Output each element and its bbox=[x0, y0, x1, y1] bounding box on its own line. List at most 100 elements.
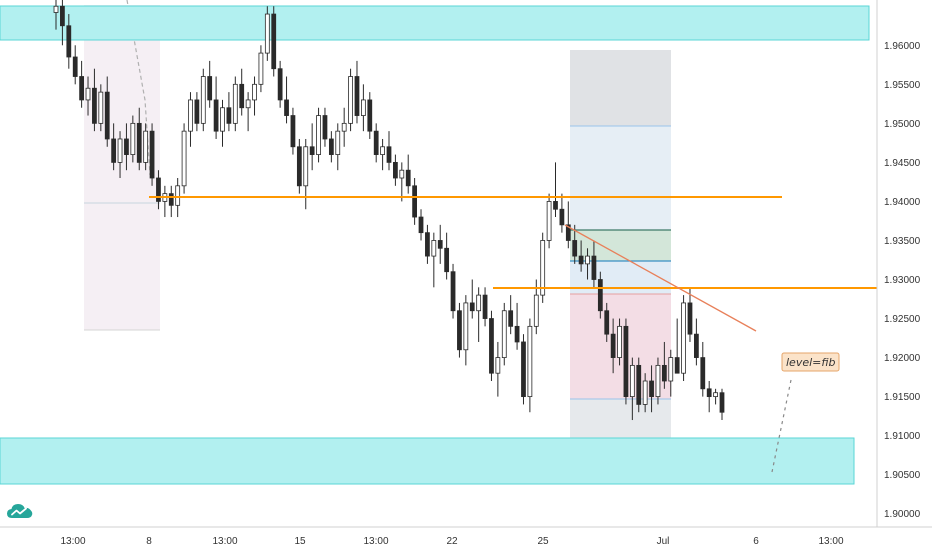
candle-body bbox=[706, 388, 712, 398]
candle-body bbox=[53, 5, 59, 13]
candle-body bbox=[328, 138, 334, 155]
candle-body bbox=[405, 169, 411, 187]
candle-body bbox=[277, 68, 283, 101]
candle-body bbox=[92, 87, 97, 124]
time-tick-label: Jul bbox=[657, 536, 670, 547]
candle-body bbox=[450, 271, 456, 312]
candle-body bbox=[457, 310, 462, 351]
time-tick-label: 13:00 bbox=[212, 536, 237, 547]
candle-body bbox=[437, 240, 443, 249]
candle-body bbox=[617, 325, 622, 358]
fib-retracement-box[interactable] bbox=[570, 50, 671, 474]
candle-body bbox=[380, 146, 385, 155]
cloud-icon bbox=[7, 504, 33, 518]
supply-zone[interactable] bbox=[0, 5, 870, 41]
candle-body bbox=[367, 99, 373, 132]
candle-body bbox=[111, 138, 117, 163]
candle-body bbox=[610, 333, 616, 358]
candle-body bbox=[501, 310, 507, 358]
candle-body bbox=[514, 325, 520, 343]
candle-body bbox=[681, 302, 686, 374]
candle-body bbox=[66, 25, 72, 58]
trendline[interactable] bbox=[564, 224, 757, 332]
candle-body bbox=[687, 302, 693, 335]
candle-body bbox=[489, 318, 494, 374]
tradingview-cloud-icon[interactable] bbox=[5, 498, 35, 524]
candle-body bbox=[393, 161, 398, 179]
candle-body bbox=[335, 130, 341, 155]
candle-body bbox=[85, 87, 91, 101]
candle-body bbox=[572, 240, 578, 257]
candle-body bbox=[156, 177, 161, 202]
candle-body bbox=[239, 83, 245, 109]
time-tick-label: 13:00 bbox=[363, 536, 388, 547]
projection-dashed-line bbox=[126, 0, 151, 176]
candle-body bbox=[463, 302, 469, 351]
time-tick-label: 22 bbox=[446, 536, 458, 547]
candle-body bbox=[649, 380, 654, 398]
candle-body bbox=[533, 294, 539, 327]
candle-body bbox=[412, 185, 418, 218]
price-tick-label: 1.94500 bbox=[884, 158, 921, 169]
price-tick-label: 1.90000 bbox=[884, 509, 921, 520]
candle-body bbox=[316, 115, 321, 155]
price-tick-label: 1.93000 bbox=[884, 275, 921, 286]
time-axis[interactable]: 13:00 8 13:00 15 13:00 22 25 Jul 6 13:00 bbox=[60, 536, 843, 547]
candle-body bbox=[220, 107, 225, 132]
candlestick-series bbox=[53, 0, 725, 421]
candle-body bbox=[495, 357, 501, 374]
demand-zone[interactable] bbox=[0, 437, 855, 485]
fib-zone-blue bbox=[570, 261, 671, 294]
candle-body bbox=[591, 255, 597, 280]
candle-body bbox=[143, 130, 149, 163]
candle-body bbox=[104, 91, 110, 140]
label-pointer-line bbox=[771, 379, 792, 473]
candle-body bbox=[636, 364, 642, 405]
price-tick-label: 1.92500 bbox=[884, 314, 921, 325]
candle-body bbox=[72, 56, 78, 77]
candle-body bbox=[200, 76, 206, 124]
candle-body bbox=[117, 138, 123, 163]
candle-body bbox=[130, 122, 136, 155]
price-tick-label: 1.91000 bbox=[884, 431, 921, 442]
price-axis[interactable]: 1.96000 1.95500 1.95000 1.94500 1.94000 1.935… bbox=[884, 41, 921, 520]
candle-body bbox=[597, 279, 603, 312]
candle-body bbox=[124, 138, 129, 155]
price-tick-label: 1.94000 bbox=[884, 197, 921, 208]
level-label-box bbox=[781, 352, 840, 372]
candle-body bbox=[194, 99, 200, 124]
candle-body bbox=[290, 115, 296, 148]
candle-body bbox=[508, 310, 514, 327]
candle-body bbox=[431, 240, 437, 257]
candle-body bbox=[60, 5, 65, 27]
candle-body bbox=[252, 83, 257, 101]
candle-body bbox=[188, 99, 193, 132]
candle-body bbox=[655, 364, 661, 398]
level-label[interactable]: level=fib bbox=[781, 352, 840, 372]
candle-body bbox=[348, 76, 353, 124]
candle-body bbox=[245, 99, 251, 109]
candle-body bbox=[175, 185, 181, 206]
candle-body bbox=[207, 76, 213, 101]
candle-body bbox=[578, 255, 584, 265]
candle-body bbox=[546, 201, 552, 241]
candle-body bbox=[341, 122, 347, 132]
time-tick-label: 25 bbox=[537, 536, 549, 547]
candle-body bbox=[559, 208, 565, 226]
price-tick-label: 1.95500 bbox=[884, 80, 921, 91]
candle-body bbox=[425, 232, 430, 257]
candle-body bbox=[232, 83, 238, 124]
time-tick-label: 6 bbox=[753, 536, 759, 547]
candle-body bbox=[444, 247, 450, 273]
candle-body bbox=[296, 146, 302, 187]
price-tick-label: 1.91500 bbox=[884, 392, 921, 403]
candle-body bbox=[98, 91, 104, 124]
candle-body bbox=[264, 13, 270, 54]
candle-body bbox=[713, 392, 718, 398]
price-tick-label: 1.93500 bbox=[884, 236, 921, 247]
candle-body bbox=[136, 122, 142, 163]
candle-body bbox=[149, 130, 155, 179]
fib-zone-upper bbox=[570, 126, 671, 230]
candle-body bbox=[168, 193, 174, 206]
